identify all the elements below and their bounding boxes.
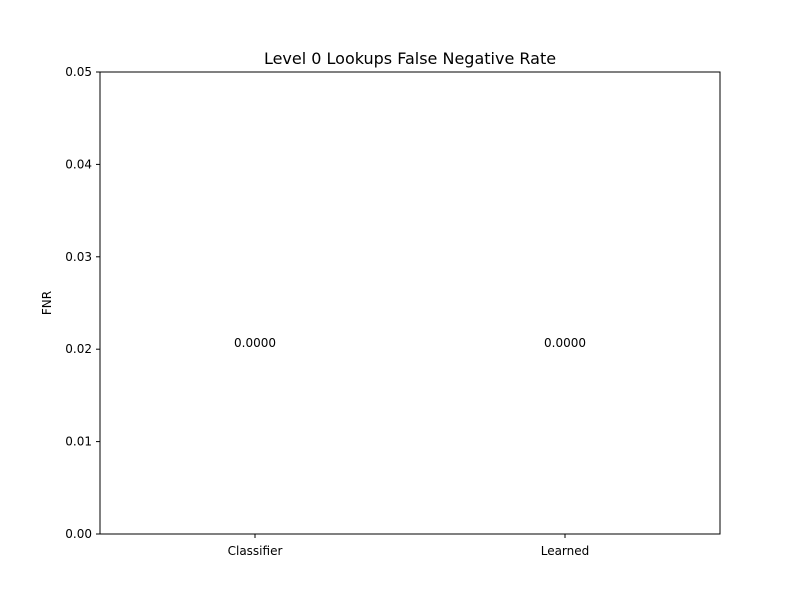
x-tick-label: Classifier — [228, 544, 283, 558]
x-tick-label: Learned — [541, 544, 590, 558]
x-axis-ticks: Classifier Learned — [228, 534, 590, 558]
y-tick-label: 0.02 — [65, 342, 92, 356]
chart-title: Level 0 Lookups False Negative Rate — [264, 49, 556, 68]
y-axis-label: FNR — [40, 291, 54, 315]
data-label: 0.0000 — [234, 336, 276, 350]
plot-area — [99, 71, 721, 535]
y-tick-label: 0.04 — [65, 157, 92, 171]
data-label: 0.0000 — [544, 336, 586, 350]
axes-frame — [99, 71, 721, 535]
y-tick-label: 0.00 — [65, 527, 92, 541]
y-axis-ticks: 0.00 0.01 0.02 0.03 0.04 0.05 — [65, 65, 100, 541]
y-tick-label: 0.01 — [65, 435, 92, 449]
y-tick-label: 0.03 — [65, 250, 92, 264]
data-labels-group: 0.0000 0.0000 — [234, 336, 586, 350]
y-tick-label: 0.05 — [65, 65, 92, 79]
